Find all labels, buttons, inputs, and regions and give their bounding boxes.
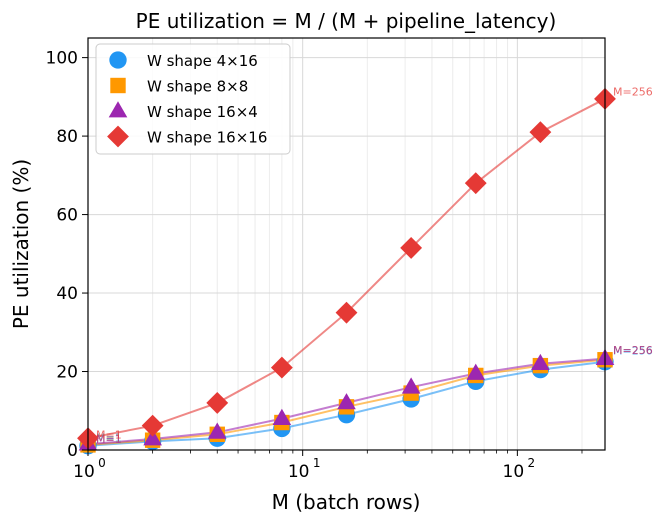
legend-entry: W shape 4×16 xyxy=(109,51,258,70)
point-w-shape-16-16 xyxy=(141,414,164,437)
x-tick-label: 10 0 xyxy=(73,456,106,482)
legend-entry: W shape 16×16 xyxy=(107,125,267,148)
legend-marker xyxy=(107,125,129,148)
annotation-start-w-shape-16-16: M=1 xyxy=(96,429,122,442)
annotation-start-w-shape-8-8: M=1 xyxy=(96,432,122,445)
annotation-start-w-shape-16-4: M=1 xyxy=(96,433,122,446)
annotation-end-w-shape-16-16: M=256 xyxy=(613,85,653,98)
y-axis-label: PE utilization (%) xyxy=(9,159,33,329)
legend-entry: W shape 16×4 xyxy=(108,101,258,121)
legend-entry: W shape 8×8 xyxy=(110,78,248,96)
annotation-end-w-shape-16-4: M=256 xyxy=(613,344,653,357)
x-tick-base: 10 xyxy=(503,462,525,482)
y-tick-label: 20 xyxy=(56,363,78,383)
x-tick-base: 10 xyxy=(288,462,310,482)
x-tick-label: 10 2 xyxy=(503,456,536,482)
annotation-start-w-shape-4-16: M=1 xyxy=(96,432,122,445)
y-tick-label: 100 xyxy=(46,49,78,69)
legend-label: W shape 8×8 xyxy=(147,78,248,96)
legend-label: W shape 16×16 xyxy=(147,129,267,147)
point-w-shape-16-16 xyxy=(464,172,487,195)
legend-label: W shape 16×4 xyxy=(147,103,258,121)
annotation-end-w-shape-8-8: M=256 xyxy=(613,344,653,357)
point-w-shape-16-4 xyxy=(272,408,292,425)
y-tick-label: 0 xyxy=(67,441,78,461)
point-w-shape-16-16 xyxy=(400,237,423,259)
x-tick-exponent: 2 xyxy=(528,456,536,470)
point-w-shape-16-4 xyxy=(531,353,550,371)
point-w-shape-16-4 xyxy=(207,422,227,439)
legend-label: W shape 4×16 xyxy=(147,52,258,70)
plot-frame xyxy=(87,37,606,451)
annotation-end-w-shape-4-16: M=256 xyxy=(613,345,653,358)
x-axis-label: M (batch rows) xyxy=(272,490,421,514)
legend-marker xyxy=(110,77,126,94)
chart-title: PE utilization = M / (M + pipeline_laten… xyxy=(136,9,557,33)
legend-box xyxy=(95,43,291,155)
legend-marker xyxy=(108,101,128,118)
x-tick-exponent: 1 xyxy=(313,456,321,470)
point-w-shape-16-4 xyxy=(143,429,162,446)
point-w-shape-16-4 xyxy=(466,363,486,380)
point-w-shape-16-16 xyxy=(335,301,358,324)
y-tick-label: 40 xyxy=(56,284,78,304)
point-w-shape-16-4 xyxy=(401,377,421,394)
x-tick-base: 10 xyxy=(73,462,95,482)
point-w-shape-16-4 xyxy=(337,393,356,410)
point-w-shape-16-16 xyxy=(270,356,293,379)
x-tick-label: 10 1 xyxy=(288,456,321,482)
point-w-shape-16-16 xyxy=(206,391,229,414)
point-w-shape-16-16 xyxy=(529,121,552,144)
x-tick-exponent: 0 xyxy=(98,456,106,470)
y-tick-label: 60 xyxy=(56,206,78,226)
legend-marker xyxy=(109,51,127,69)
y-tick-label: 80 xyxy=(56,127,78,147)
legend: W shape 4×16 W shape 8×8 W shape 16×4 W sha… xyxy=(95,43,291,155)
